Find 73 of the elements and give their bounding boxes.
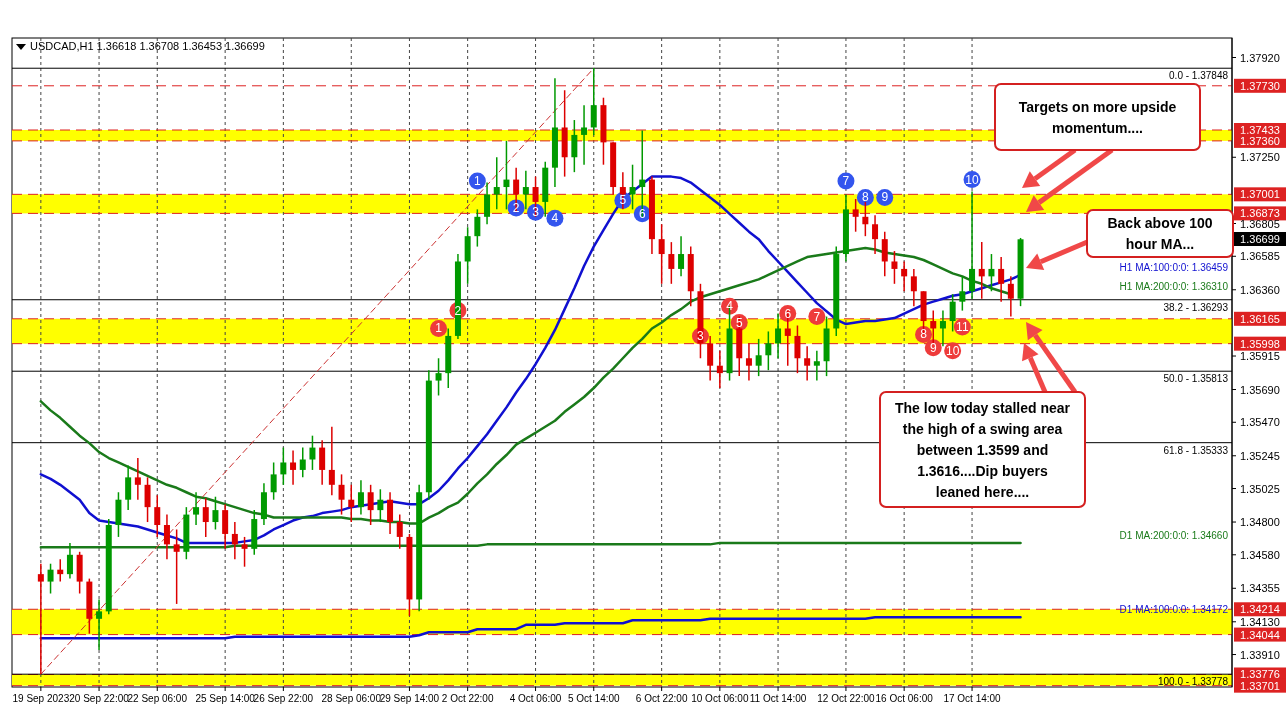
chart-title: USDCAD,H1 1.36618 1.36708 1.36453 1.36699 [30,40,265,52]
x-tick-label: 28 Sep 06:00 [321,693,382,704]
x-tick-label: 2 Oct 22:00 [441,693,494,704]
annotation: 100.0 - 1.33778 [1157,676,1229,688]
x-tick-label: 5 Oct 14:00 [567,693,621,704]
x-tick-label: 12 Oct 22:00 [817,693,876,704]
text: H1 MA:200:0:0: 1.36310 [1119,281,1229,293]
y-tick-label: 1.36805 [1240,217,1280,230]
annotation: 9 [929,340,937,355]
x-tick-label: 10 Oct 06:00 [691,693,749,704]
ref-line-label: 1.33701 [1240,679,1280,692]
ref-line-label: 1.35998 [1240,337,1280,350]
y-tick-label: 1.34130 [1240,615,1280,628]
x-tick-label: 19 Sep 2023 [12,693,70,704]
annotation: Targets on more upside momentum.... [1018,98,1177,136]
x-tick-label: 20 Sep 22:00 [69,693,130,704]
x-tick-label: 17 Oct 14:00 [943,693,1002,704]
y-tick-label: 1.34800 [1240,516,1280,529]
ref-line-label: 1.34214 [1240,603,1280,616]
ref-line-label: 1.34044 [1240,628,1280,641]
annotation: 7 [813,309,821,324]
annotation: 4 [726,299,734,314]
y-tick-label: 1.36360 [1240,283,1280,296]
annotation: 5 [735,315,743,330]
annotation: 1 [435,321,443,336]
ref-line-label: 1.37730 [1240,79,1280,92]
annotation: 8 [920,327,928,342]
annotation: 11 [956,319,969,334]
y-tick-label: 1.33910 [1240,648,1280,661]
annotation: 1 [474,174,482,189]
x-tick-label: 22 Sep 06:00 [127,693,188,704]
y-tick-label: 1.35470 [1240,416,1280,429]
annotation: 10 [965,172,980,187]
x-tick-label: 29 Sep 14:00 [379,693,440,704]
y-tick-label: 1.34580 [1240,548,1280,561]
y-tick-label: 1.35245 [1240,449,1280,462]
x-tick-label: 4 Oct 06:00 [509,693,562,704]
y-tick-label: 1.34355 [1240,582,1280,595]
annotation: 61.8 - 1.35333 [1163,444,1229,456]
y-tick-label: 1.35025 [1240,482,1280,495]
x-tick-label: 25 Sep 14:00 [195,693,256,704]
annotation: 10 [945,343,960,358]
text: 1.36699 [1240,233,1280,245]
ref-line-label: 1.36873 [1240,207,1280,220]
ref-line-label: 1.37433 [1240,124,1280,137]
text: D1 MA:200:0:0: 1.34660 [1119,529,1229,541]
y-tick-label: 1.36585 [1240,250,1280,263]
annotation: 2 [454,303,462,318]
annotation: 8 [862,190,870,205]
y-tick-label: 1.35690 [1240,383,1280,396]
annotation: 50.0 - 1.35813 [1163,373,1229,385]
annotation: 38.2 - 1.36293 [1163,301,1229,313]
y-tick-label: 1.37920 [1240,51,1280,64]
annotation: 4 [551,211,559,226]
ref-line-label: 1.36165 [1240,312,1280,325]
annotation: 6 [638,206,646,221]
ref-line-label: 1.33776 [1240,668,1280,681]
x-tick-label: 16 Oct 06:00 [875,693,934,704]
annotation: 3 [697,328,705,343]
text: H1 MA:100:0:0: 1.36459 [1119,261,1229,273]
x-tick-label: 6 Oct 22:00 [635,693,688,704]
x-tick-label: 11 Oct 14:00 [749,693,807,704]
annotation: 9 [881,190,889,205]
y-tick-label: 1.35915 [1240,350,1280,363]
ref-line-label: 1.37360 [1240,134,1280,147]
x-tick-label: 26 Sep 22:00 [253,693,314,704]
text: Back above 100 hour MA... [1107,215,1213,252]
y-tick-label: 1.37250 [1240,151,1280,164]
annotation: 7 [842,174,850,189]
ref-line-label: 1.37001 [1240,188,1280,201]
annotation: 6 [784,306,792,321]
annotation: The low today stalled near the high of a swing area between 1.3599 and 1.3616....Dip buyers leaned here.... [894,399,1071,500]
annotation: 0.0 - 1.37848 [1169,70,1229,82]
